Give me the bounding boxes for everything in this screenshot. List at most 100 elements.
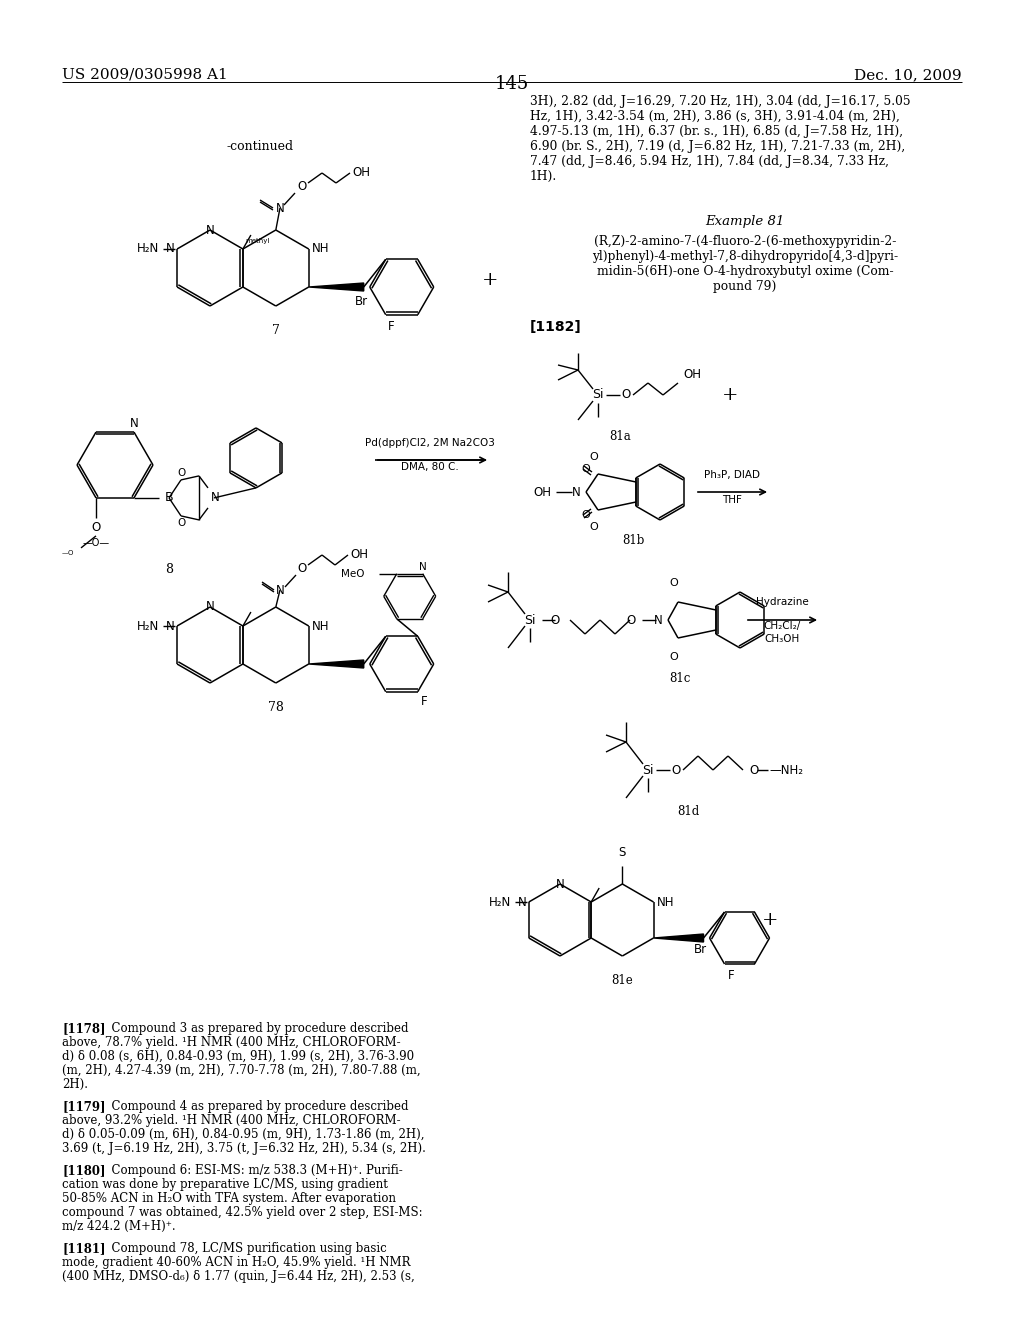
Text: [1180]: [1180]	[62, 1164, 105, 1177]
Text: N: N	[130, 417, 138, 430]
Text: 78: 78	[268, 701, 284, 714]
Text: O: O	[672, 763, 681, 776]
Text: Compound 4 as prepared by procedure described: Compound 4 as prepared by procedure desc…	[104, 1100, 409, 1113]
Text: O: O	[551, 614, 560, 627]
Text: N: N	[166, 243, 175, 256]
Text: Si: Si	[524, 614, 536, 627]
Text: Br: Br	[354, 294, 368, 308]
Text: —O: —O	[61, 550, 74, 556]
Text: O: O	[297, 181, 306, 194]
Text: MeO: MeO	[341, 569, 365, 578]
Text: N: N	[166, 619, 175, 632]
Text: Compound 6: ESI-MS: m/z 538.3 (M+H)⁺. Purifi-: Compound 6: ESI-MS: m/z 538.3 (M+H)⁺. Pu…	[104, 1164, 402, 1177]
Text: H₂N: H₂N	[488, 895, 511, 908]
Text: O: O	[749, 763, 758, 776]
Text: Ph₃P, DIAD: Ph₃P, DIAD	[705, 470, 760, 480]
Text: N: N	[518, 895, 526, 908]
Text: 81d: 81d	[677, 805, 699, 818]
Text: 81e: 81e	[611, 974, 633, 987]
Text: 81a: 81a	[609, 430, 631, 444]
Text: Si: Si	[642, 763, 653, 776]
Text: N: N	[275, 202, 285, 214]
Text: F: F	[421, 694, 427, 708]
Text: O: O	[670, 652, 678, 663]
Text: +: +	[481, 271, 499, 289]
Text: O: O	[590, 451, 598, 462]
Text: O: O	[177, 517, 185, 528]
Text: O: O	[582, 465, 591, 474]
Text: —NH₂: —NH₂	[769, 763, 803, 776]
Text: -continued: -continued	[226, 140, 294, 153]
Text: N: N	[211, 491, 220, 504]
Text: 81c: 81c	[670, 672, 690, 685]
Text: O: O	[91, 521, 100, 535]
Text: N: N	[572, 486, 581, 499]
Text: cation was done by preparative LC/MS, using gradient: cation was done by preparative LC/MS, us…	[62, 1177, 388, 1191]
Text: F: F	[727, 969, 734, 982]
Text: compound 7 was obtained, 42.5% yield over 2 step, ESI-MS:: compound 7 was obtained, 42.5% yield ove…	[62, 1206, 423, 1218]
Text: Example 81: Example 81	[706, 215, 784, 228]
Text: H₂N: H₂N	[137, 619, 159, 632]
Text: above, 93.2% yield. ¹H NMR (400 MHz, CHLOROFORM-: above, 93.2% yield. ¹H NMR (400 MHz, CHL…	[62, 1114, 400, 1127]
Polygon shape	[308, 660, 364, 668]
Text: [1182]: [1182]	[530, 319, 582, 334]
Text: Dec. 10, 2009: Dec. 10, 2009	[854, 69, 962, 82]
Text: OH: OH	[352, 166, 370, 180]
Text: B: B	[165, 491, 173, 504]
Text: OH: OH	[683, 368, 701, 381]
Text: CH₂Cl₂/: CH₂Cl₂/	[763, 620, 801, 631]
Text: Si: Si	[592, 388, 604, 401]
Text: 3H), 2.82 (dd, J=16.29, 7.20 Hz, 1H), 3.04 (dd, J=16.17, 5.05
Hz, 1H), 3.42-3.54: 3H), 2.82 (dd, J=16.29, 7.20 Hz, 1H), 3.…	[530, 95, 910, 183]
Text: 145: 145	[495, 75, 529, 92]
Text: DMA, 80 C.: DMA, 80 C.	[401, 462, 459, 473]
Text: THF: THF	[722, 495, 742, 506]
Text: +: +	[722, 385, 738, 404]
Text: 3.69 (t, J=6.19 Hz, 2H), 3.75 (t, J=6.32 Hz, 2H), 5.34 (s, 2H).: 3.69 (t, J=6.19 Hz, 2H), 3.75 (t, J=6.32…	[62, 1142, 426, 1155]
Text: (R,Z)-2-amino-7-(4-fluoro-2-(6-methoxypyridin-2-
yl)phenyl)-4-methyl-7,8-dihydro: (R,Z)-2-amino-7-(4-fluoro-2-(6-methoxypy…	[592, 235, 898, 293]
Text: Br: Br	[693, 942, 707, 956]
Text: O: O	[670, 578, 678, 587]
Text: 8: 8	[165, 562, 173, 576]
Text: N: N	[206, 601, 214, 614]
Text: N: N	[419, 562, 427, 572]
Text: —O—: —O—	[83, 539, 110, 548]
Text: 2H).: 2H).	[62, 1078, 88, 1092]
Text: above, 78.7% yield. ¹H NMR (400 MHz, CHLOROFORM-: above, 78.7% yield. ¹H NMR (400 MHz, CHL…	[62, 1036, 400, 1049]
Text: (400 MHz, DMSO-d₆) δ 1.77 (quin, J=6.44 Hz, 2H), 2.53 (s,: (400 MHz, DMSO-d₆) δ 1.77 (quin, J=6.44 …	[62, 1270, 415, 1283]
Text: N: N	[206, 223, 214, 236]
Text: F: F	[388, 319, 394, 333]
Text: O: O	[622, 388, 631, 401]
Text: OH: OH	[534, 486, 551, 499]
Text: NH: NH	[311, 243, 330, 256]
Text: +: +	[762, 911, 778, 929]
Text: Pd(dppf)Cl2, 2M Na2CO3: Pd(dppf)Cl2, 2M Na2CO3	[366, 438, 495, 447]
Text: 81b: 81b	[622, 535, 644, 546]
Text: US 2009/0305998 A1: US 2009/0305998 A1	[62, 69, 227, 82]
Text: S: S	[618, 846, 626, 859]
Text: 50-85% ACN in H₂O with TFA system. After evaporation: 50-85% ACN in H₂O with TFA system. After…	[62, 1192, 396, 1205]
Text: d) δ 0.05-0.09 (m, 6H), 0.84-0.95 (m, 9H), 1.73-1.86 (m, 2H),: d) δ 0.05-0.09 (m, 6H), 0.84-0.95 (m, 9H…	[62, 1129, 425, 1140]
Text: Hydrazine: Hydrazine	[756, 597, 808, 607]
Text: CH₃OH: CH₃OH	[764, 634, 800, 644]
Text: O: O	[627, 614, 636, 627]
Text: OH: OH	[350, 549, 368, 561]
Polygon shape	[308, 282, 364, 290]
Text: [1181]: [1181]	[62, 1242, 105, 1255]
Text: NH: NH	[656, 895, 674, 908]
Text: m/z 424.2 (M+H)⁺.: m/z 424.2 (M+H)⁺.	[62, 1220, 176, 1233]
Text: O: O	[177, 467, 185, 478]
Text: Compound 78, LC/MS purification using basic: Compound 78, LC/MS purification using ba…	[104, 1242, 387, 1255]
Text: Compound 3 as prepared by procedure described: Compound 3 as prepared by procedure desc…	[104, 1022, 409, 1035]
Text: O: O	[297, 562, 306, 576]
Text: 7: 7	[272, 323, 280, 337]
Text: H₂N: H₂N	[137, 243, 159, 256]
Text: NH: NH	[311, 619, 330, 632]
Text: d) δ 0.08 (s, 6H), 0.84-0.93 (m, 9H), 1.99 (s, 2H), 3.76-3.90: d) δ 0.08 (s, 6H), 0.84-0.93 (m, 9H), 1.…	[62, 1049, 414, 1063]
Text: N: N	[556, 878, 564, 891]
Text: methyl: methyl	[245, 238, 269, 244]
Polygon shape	[653, 935, 703, 942]
Text: O: O	[590, 521, 598, 532]
Text: N: N	[654, 614, 663, 627]
Text: [1178]: [1178]	[62, 1022, 105, 1035]
Text: mode, gradient 40-60% ACN in H₂O, 45.9% yield. ¹H NMR: mode, gradient 40-60% ACN in H₂O, 45.9% …	[62, 1257, 411, 1269]
